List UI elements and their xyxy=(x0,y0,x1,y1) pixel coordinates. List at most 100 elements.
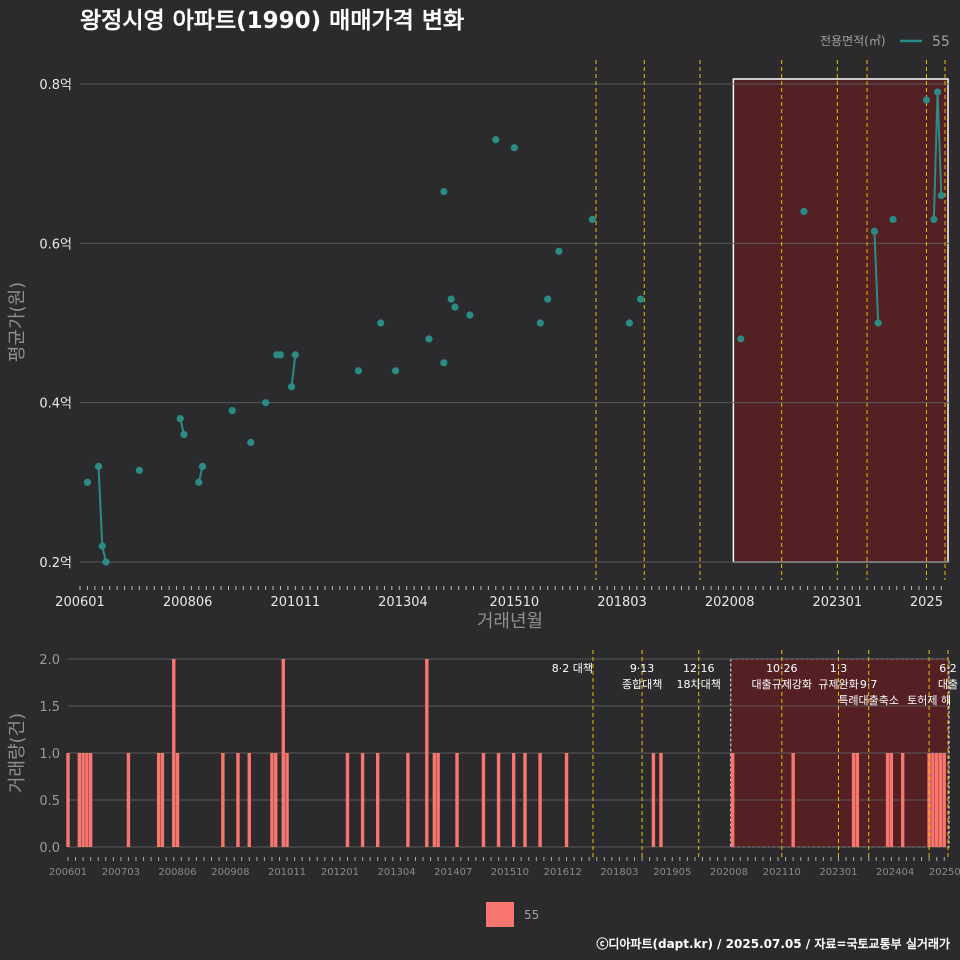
price-point xyxy=(276,351,285,359)
price-point xyxy=(466,311,474,319)
volume-x-tick-label: 201011 xyxy=(268,867,306,878)
price-point xyxy=(288,383,296,391)
volume-x-tick-label: 200908 xyxy=(211,867,249,878)
volume-x-tick-label: 201407 xyxy=(434,867,472,878)
policy-annotation: 8·2 대책 xyxy=(552,662,593,675)
volume-bar xyxy=(160,753,165,847)
policy-annotation: 대출규제강화 xyxy=(751,678,812,691)
volume-x-tick-label: 202506 xyxy=(929,867,960,878)
price-point xyxy=(625,319,634,327)
volume-bar xyxy=(885,753,890,847)
policy-annotation: 특례대출축소 xyxy=(838,694,899,707)
x-axis-title: 거래년월 xyxy=(477,611,543,632)
price-point xyxy=(930,215,938,224)
volume-bar xyxy=(455,753,459,847)
price-x-tick-label: 2025 xyxy=(910,595,943,610)
top-legend-entry: 55 xyxy=(932,34,950,50)
volume-bar xyxy=(938,753,943,847)
price-point xyxy=(195,478,203,486)
policy-annotation: 9·7 xyxy=(860,678,878,691)
chart-title: 왕정시영 아파트(1990) 매매가격 변화 xyxy=(80,8,464,34)
price-point xyxy=(98,542,106,550)
price-y-tick-label: 0.6억 xyxy=(39,237,72,252)
policy-annotation: 18차대책 xyxy=(677,678,721,691)
volume-bar xyxy=(889,753,894,847)
bottom-legend-entry: 55 xyxy=(524,908,539,922)
price-point xyxy=(440,187,448,196)
volume-bar xyxy=(855,753,860,847)
price-point xyxy=(544,295,552,303)
price-point xyxy=(451,303,459,311)
volume-bar xyxy=(345,753,350,847)
volume-bar xyxy=(496,753,501,847)
price-point xyxy=(425,335,433,343)
volume-bar xyxy=(406,753,410,847)
policy-annotation: 종합대책 xyxy=(622,678,662,691)
volume-x-tick-label: 201803 xyxy=(600,867,638,878)
volume-bar xyxy=(156,753,161,847)
price-x-tick-label: 201803 xyxy=(597,595,647,610)
price-x-tick-label: 201011 xyxy=(271,595,321,610)
price-point xyxy=(800,207,808,216)
volume-bar xyxy=(731,753,735,847)
volume-bar xyxy=(425,659,429,847)
volume-x-tick-label: 200601 xyxy=(49,867,87,878)
volume-y-tick-label: 2.0 xyxy=(39,653,60,668)
volume-y-tick-label: 0.0 xyxy=(39,841,60,856)
price-point xyxy=(889,215,897,224)
policy-annotation: 토허제 해 xyxy=(907,693,951,707)
volume-bar xyxy=(511,753,516,847)
volume-bar xyxy=(77,753,82,847)
volume-bar xyxy=(851,753,856,847)
policy-annotation: 대출 xyxy=(938,678,958,691)
volume-x-tick-label: 202008 xyxy=(710,867,748,878)
price-point xyxy=(933,88,942,96)
volume-bar xyxy=(564,753,569,847)
price-point xyxy=(636,295,645,303)
price-point xyxy=(937,191,945,200)
price-point xyxy=(536,319,544,327)
price-point xyxy=(180,430,188,439)
volume-x-tick-label: 201201 xyxy=(321,867,359,878)
volume-y-tick-label: 1.0 xyxy=(39,747,60,762)
volume-bar xyxy=(85,753,89,847)
volume-bar xyxy=(436,753,440,847)
price-point xyxy=(262,399,270,407)
volume-x-tick-label: 202301 xyxy=(819,867,857,878)
footer-credit: ⓒ디아파트(dapt.kr) / 2025.07.05 / 자료=국토교통부 실… xyxy=(596,936,950,951)
price-point xyxy=(102,558,110,566)
policy-annotation: 9·13 xyxy=(630,662,655,675)
volume-bar xyxy=(360,753,365,847)
price-point xyxy=(377,319,385,327)
volume-bar xyxy=(432,753,437,847)
top-legend-title: 전용면적(㎡) xyxy=(820,34,886,48)
price-x-tick-label: 200806 xyxy=(163,595,213,610)
volume-bar xyxy=(270,753,274,847)
y-axis-title-volume: 거래량(건) xyxy=(7,713,28,793)
volume-bar xyxy=(175,753,180,847)
price-point xyxy=(555,247,563,255)
volume-bar xyxy=(81,753,85,847)
policy-annotation: 6·2 xyxy=(939,662,957,675)
price-series-line xyxy=(873,231,880,324)
volume-x-tick-label: 201510 xyxy=(491,867,529,878)
volume-bar xyxy=(247,753,251,847)
price-y-tick-label: 0.4억 xyxy=(39,397,72,412)
highlight-region xyxy=(732,78,949,563)
price-x-tick-label: 202008 xyxy=(705,595,755,610)
volume-bar xyxy=(659,753,663,847)
price-point xyxy=(176,415,184,423)
price-plot: 0.2억 0.4억 0.6억 0.8억 200601 200806 201011 201304… xyxy=(39,60,950,610)
price-point xyxy=(492,136,500,144)
volume-y-tick-label: 0.5 xyxy=(39,794,60,809)
price-point xyxy=(354,367,363,375)
volume-bar xyxy=(236,753,240,847)
price-x-tick-label: 201304 xyxy=(378,595,428,610)
price-point xyxy=(291,351,299,359)
price-point xyxy=(94,462,103,470)
volume-bar xyxy=(376,753,380,847)
price-x-tick-label: 202301 xyxy=(813,595,863,610)
volume-bar xyxy=(274,753,278,847)
price-point xyxy=(510,144,518,152)
price-y-tick-label: 0.2억 xyxy=(39,556,72,571)
